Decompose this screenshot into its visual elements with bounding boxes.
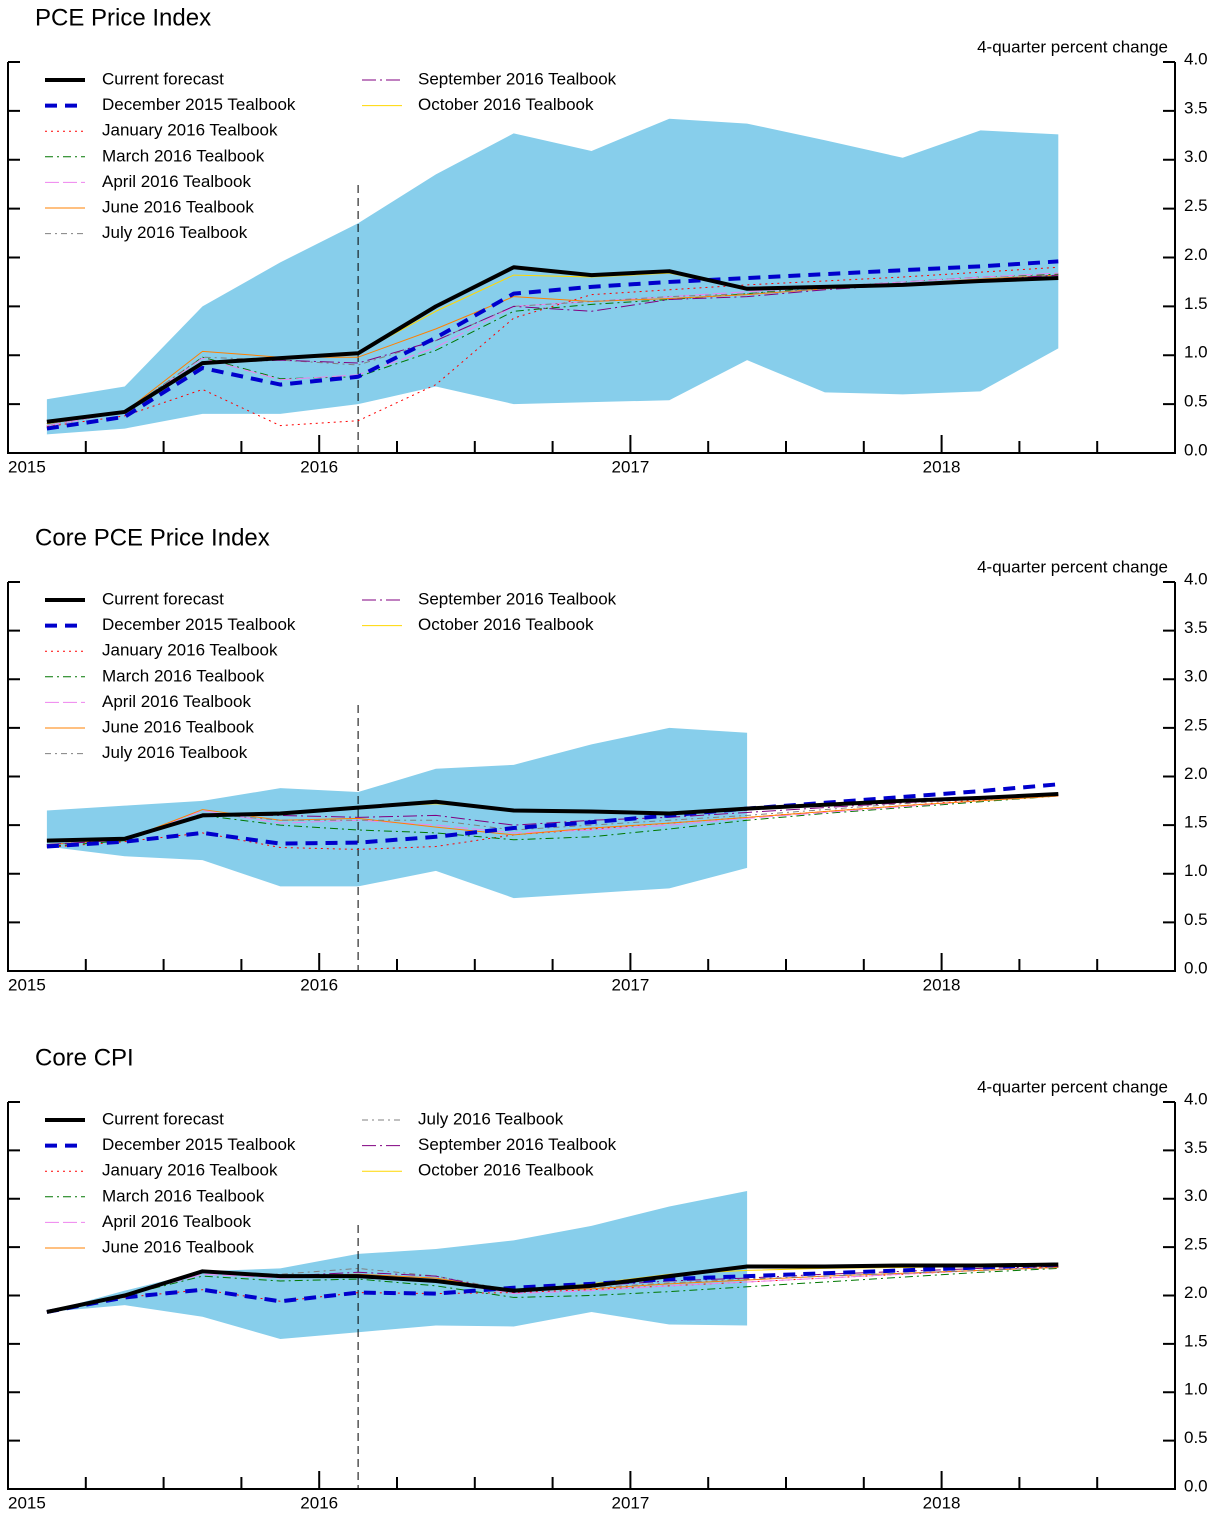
legend-label: September 2016 Tealbook [418,1135,617,1154]
y-tick-label: 0.5 [1184,1428,1208,1447]
legend-label: January 2016 Tealbook [102,1161,278,1180]
y-tick-label: 2.5 [1184,1235,1208,1254]
x-tick-label: 2018 [923,457,961,476]
series-line [46,266,1059,428]
y-tick-label: 2.5 [1184,196,1208,215]
legend-label: June 2016 Tealbook [102,197,254,216]
y-tick-label: 2.0 [1184,245,1208,264]
x-tick-label: 2017 [611,1493,649,1512]
legend-label: June 2016 Tealbook [102,717,254,736]
legend-label: September 2016 Tealbook [418,69,617,88]
y-tick-label: 1.5 [1184,294,1208,313]
uncertainty-band [46,727,748,899]
y-tick-label: 1.5 [1184,813,1208,832]
legend-label: April 2016 Tealbook [102,172,252,191]
x-tick-label: 2015 [8,975,46,994]
y-tick-label: 0.0 [1184,958,1208,977]
y-tick-label: 4.0 [1184,569,1208,588]
legend-label: December 2015 Tealbook [102,1135,296,1154]
legend-label: Current forecast [102,1109,224,1128]
y-tick-label: 4.0 [1184,49,1208,68]
y-axis-label: 4-quarter percent change [977,37,1168,56]
series-line [46,782,1059,849]
series-line [46,792,1059,843]
y-axis-label: 4-quarter percent change [977,557,1168,576]
x-tick-label: 2015 [8,1493,46,1512]
legend-label: October 2016 Tealbook [418,1161,594,1180]
series-line [46,1262,1059,1314]
y-tick-label: 3.0 [1184,1186,1208,1205]
series-line [46,794,1059,846]
y-axis-label: 4-quarter percent change [977,1077,1168,1096]
y-tick-label: 1.0 [1184,861,1208,880]
x-tick-label: 2017 [611,975,649,994]
legend-label: April 2016 Tealbook [102,1212,252,1231]
y-tick-label: 3.0 [1184,667,1208,686]
x-tick-label: 2016 [300,457,338,476]
y-tick-label: 3.5 [1184,618,1208,637]
x-tick-label: 2016 [300,1493,338,1512]
chart-title: PCE Price Index [35,4,211,31]
series-line [46,265,1059,424]
y-tick-label: 3.5 [1184,98,1208,117]
y-tick-label: 1.0 [1184,1380,1208,1399]
legend-label: July 2016 Tealbook [102,743,248,762]
x-tick-label: 2018 [923,1493,961,1512]
y-tick-label: 1.5 [1184,1331,1208,1350]
y-tick-label: 4.0 [1184,1089,1208,1108]
legend-label: April 2016 Tealbook [102,692,252,711]
series-line [46,795,1059,846]
legend-label: September 2016 Tealbook [418,589,617,608]
y-tick-label: 3.0 [1184,147,1208,166]
legend-label: Current forecast [102,589,224,608]
legend-label: January 2016 Tealbook [102,121,278,140]
uncertainty-band [46,1191,748,1340]
y-tick-label: 2.0 [1184,1283,1208,1302]
legend-label: July 2016 Tealbook [418,1109,564,1128]
x-tick-label: 2015 [8,457,46,476]
legend-label: December 2015 Tealbook [102,95,296,114]
series-line [46,1267,1059,1313]
legend-label: July 2016 Tealbook [102,223,248,242]
series-line [46,259,1059,431]
y-tick-label: 0.5 [1184,910,1208,929]
y-tick-label: 0.0 [1184,1476,1208,1495]
legend-label: Current forecast [102,69,224,88]
legend-label: October 2016 Tealbook [418,95,594,114]
y-tick-label: 2.0 [1184,764,1208,783]
y-tick-label: 3.5 [1184,1138,1208,1157]
series-line [46,1266,1059,1313]
legend-label: December 2015 Tealbook [102,615,296,634]
chart-title: Core CPI [35,1044,134,1071]
y-tick-label: 0.0 [1184,440,1208,459]
legend-label: October 2016 Tealbook [418,615,594,634]
y-tick-label: 0.5 [1184,392,1208,411]
x-tick-label: 2018 [923,975,961,994]
chart-title: Core PCE Price Index [35,524,270,551]
legend-label: June 2016 Tealbook [102,1237,254,1256]
series-line [46,795,1059,848]
legend-label: March 2016 Tealbook [102,666,265,685]
y-tick-label: 2.5 [1184,715,1208,734]
x-tick-label: 2017 [611,457,649,476]
series-line [46,274,1059,425]
x-tick-label: 2016 [300,975,338,994]
series-line [46,1262,1059,1314]
legend-label: January 2016 Tealbook [102,641,278,660]
legend-label: March 2016 Tealbook [102,1186,265,1205]
y-tick-label: 1.0 [1184,343,1208,362]
legend-label: March 2016 Tealbook [102,146,265,165]
